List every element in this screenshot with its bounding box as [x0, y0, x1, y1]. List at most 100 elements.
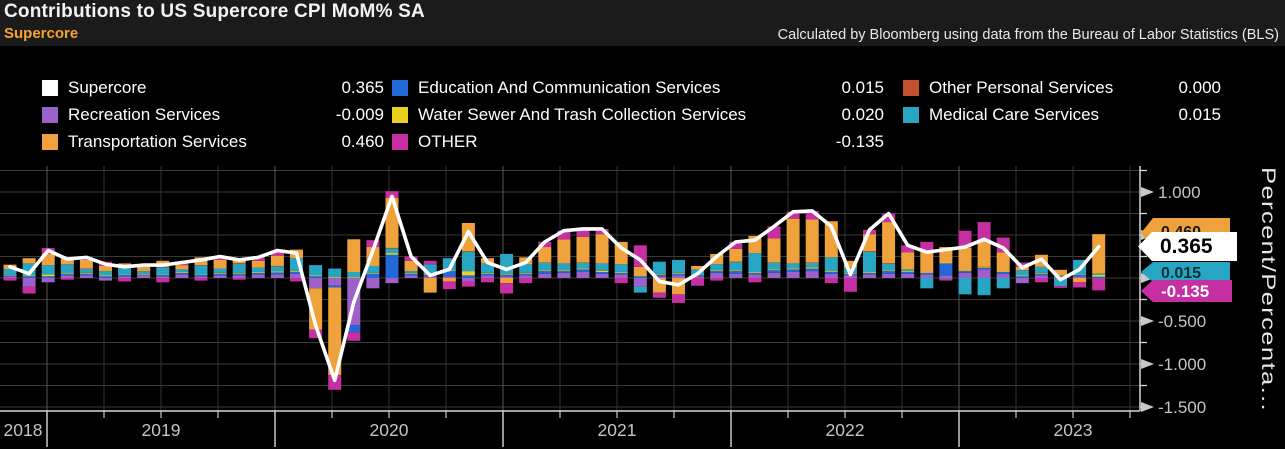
bar-segment-water — [41, 274, 55, 277]
bar-segment-medical — [996, 278, 1010, 289]
bar-segment-recreation — [939, 275, 953, 278]
bar-segment-medical — [882, 263, 896, 271]
bar-segment-recreation — [1073, 276, 1087, 278]
bar-segment-education — [99, 276, 112, 278]
bar-segment-medical — [1015, 270, 1029, 276]
bar-segment-recreation — [996, 273, 1010, 278]
bar-segment-transportation — [633, 266, 647, 276]
bar-segment-transportation — [22, 258, 36, 264]
legend-item-other-personal-services[interactable]: Other Personal Services 0.000 — [903, 74, 1221, 101]
bar-segment-recreation — [22, 278, 36, 287]
bar-segment-transportation — [461, 222, 475, 252]
bar-segment-other — [1092, 278, 1106, 291]
bar-segment-transportation — [958, 247, 972, 271]
legend-item-transportation-services[interactable]: Transportation Services 0.460 — [42, 128, 384, 155]
bar-segment-recreation — [3, 276, 17, 278]
bar-segment-education — [328, 285, 342, 288]
bar-segment-education — [1034, 273, 1048, 276]
bar-segment-recreation — [767, 272, 781, 278]
bar-segment-recreation — [805, 271, 819, 278]
bar-segment-other — [500, 283, 514, 294]
legend-value: -0.009 — [335, 104, 384, 124]
legend-item-water-sewer-services[interactable]: Water Sewer And Trash Collection Service… — [392, 101, 884, 128]
bar-segment-other — [920, 241, 934, 251]
bar-segment-recreation — [137, 275, 151, 278]
bar-segment-education — [60, 274, 74, 276]
bar-segment-medical — [3, 268, 17, 275]
bar-segment-recreation — [824, 273, 838, 278]
bar-segment-recreation — [251, 274, 265, 278]
bar-segment-water — [500, 273, 514, 275]
bar-segment-other — [672, 294, 685, 303]
y-tick-label: 1.000 — [1158, 183, 1201, 202]
bar-segment-education — [1073, 274, 1087, 277]
bar-segment-transportation — [767, 238, 781, 263]
bar-segment-other — [843, 278, 857, 292]
legend-label: Other Personal Services — [929, 77, 1114, 97]
bar-segment-water — [729, 270, 743, 272]
stacked-bars-layer — [3, 191, 1106, 390]
bar-segment-transportation — [404, 260, 418, 272]
bar-segment-medical — [595, 263, 609, 271]
bar-segment-medical — [461, 251, 475, 272]
bar-segment-other — [423, 260, 437, 265]
legend-column-2: Education And Communication Services 0.0… — [392, 74, 884, 155]
legend-item-other[interactable]: OTHER -0.135 — [392, 128, 884, 155]
bar-segment-education — [22, 276, 36, 278]
bar-segment-education — [270, 272, 284, 275]
bar-segment-recreation — [385, 278, 399, 284]
bar-segment-recreation — [633, 278, 647, 287]
plot-area[interactable]: 1.0000.5000.000-0.500-1.000-1.5002018201… — [0, 160, 1285, 449]
bar-segment-other — [729, 241, 743, 249]
bar-segment-medical — [920, 278, 934, 289]
bar-segment-recreation — [748, 274, 762, 278]
legend-item-supercore[interactable]: Supercore 0.365 — [42, 74, 384, 101]
bar-segment-education — [863, 272, 876, 275]
bar-segment-water — [824, 271, 838, 272]
legend-column-3: Other Personal Services 0.000 Medical Ca… — [903, 74, 1221, 128]
value-tag-label: 0.015 — [1161, 265, 1201, 282]
bar-segment-water — [22, 275, 36, 277]
bar-segment-transportation — [251, 260, 265, 268]
legend-item-education-services[interactable]: Education And Communication Services 0.0… — [392, 74, 884, 101]
other-swatch-icon — [392, 133, 408, 150]
bar-segment-recreation — [213, 275, 227, 278]
recreation-swatch-icon — [42, 106, 58, 123]
bar-segment-education — [118, 274, 132, 277]
bar-segment-other — [118, 278, 132, 282]
legend-label: Recreation Services — [68, 104, 221, 124]
bar-segment-medical — [385, 248, 399, 254]
bar-segment-transportation — [270, 255, 284, 266]
legend-item-medical-care-services[interactable]: Medical Care Services 0.015 — [903, 101, 1221, 128]
bar-segment-water — [481, 272, 494, 274]
bar-segment-medical — [41, 265, 55, 275]
bar-segment-other — [996, 237, 1010, 253]
bar-segment-water — [901, 271, 915, 272]
bar-segment-recreation — [672, 275, 685, 278]
bar-segment-recreation — [309, 278, 323, 289]
bar-segment-education — [538, 271, 552, 274]
bar-segment-transportation — [41, 253, 55, 266]
bar-segment-education — [1015, 276, 1029, 278]
bar-segment-water — [1092, 274, 1106, 277]
bar-segment-recreation — [691, 276, 705, 278]
bar-segment-recreation — [595, 273, 609, 278]
bar-segment-other — [1054, 286, 1067, 288]
bar-segment-transportation — [423, 278, 437, 293]
bar-segment-education — [79, 273, 93, 276]
bar-segment-medical — [729, 262, 743, 271]
legend-value: 0.460 — [341, 131, 384, 151]
bar-segment-other — [481, 278, 494, 283]
bar-segment-recreation — [1034, 275, 1048, 278]
bar-segment-other — [3, 278, 17, 281]
value-tag-0.365 — [1138, 232, 1237, 261]
bar-segment-transportation — [729, 248, 743, 262]
legend-item-recreation-services[interactable]: Recreation Services -0.009 — [42, 101, 384, 128]
bar-segment-water — [519, 272, 533, 274]
bar-segment-recreation — [232, 275, 246, 278]
bar-segment-recreation — [270, 274, 284, 278]
bar-segment-medical — [652, 261, 666, 274]
bar-segment-recreation — [60, 275, 74, 278]
bar-segment-recreation — [194, 276, 208, 278]
